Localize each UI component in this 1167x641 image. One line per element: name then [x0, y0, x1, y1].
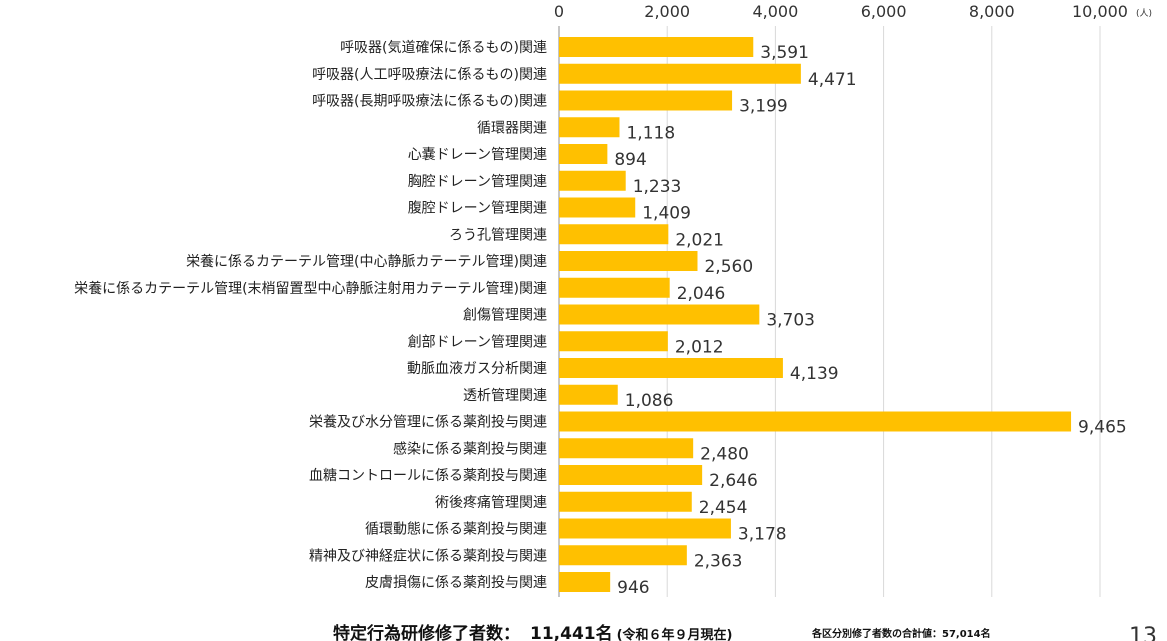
bar	[559, 170, 626, 191]
bar	[559, 411, 1072, 432]
category-label: 呼吸器(人工呼吸療法に係るもの)関連	[312, 66, 547, 83]
data-label: 3,178	[738, 525, 787, 545]
data-label: 1,233	[633, 177, 682, 197]
data-label: 1,409	[642, 204, 691, 224]
bar	[559, 331, 668, 352]
page-number: 13	[1129, 624, 1157, 641]
x-axis-unit: (人)	[1136, 8, 1152, 19]
bar	[559, 197, 636, 218]
data-label: 946	[617, 578, 649, 598]
data-label: 2,454	[699, 498, 748, 518]
category-label: 栄養及び水分管理に係る薬剤投与関連	[309, 414, 547, 431]
data-label: 3,591	[760, 43, 809, 63]
category-label: 呼吸器(気道確保に係るもの)関連	[340, 40, 547, 56]
data-label: 2,480	[700, 444, 749, 464]
category-label: 循環動態に係る薬剤投与関連	[365, 522, 547, 538]
category-label: 栄養に係るカテーテル管理(中心静脈カテーテル管理)関連	[186, 253, 547, 270]
category-label: 胸腔ドレーン管理関連	[408, 174, 547, 190]
category-label: ろう孔管理関連	[449, 227, 547, 243]
x-tick-label: 8,000	[969, 2, 1015, 21]
category-label: 術後疼痛管理関連	[435, 494, 547, 511]
bar	[559, 117, 620, 138]
category-label: 創部ドレーン管理関連	[408, 334, 547, 350]
category-label: 呼吸器(長期呼吸療法に係るもの)関連	[312, 93, 547, 110]
x-tick-label: 6,000	[861, 2, 907, 21]
data-label: 4,139	[790, 364, 839, 384]
data-label: 4,471	[808, 70, 857, 90]
category-label: 動脈血液ガス分析関連	[407, 361, 547, 377]
bar	[559, 63, 801, 84]
data-label: 894	[614, 150, 646, 170]
bar	[559, 277, 670, 298]
trainee-total-label: 特定行為研修修了者数：	[333, 624, 520, 641]
trainee-total-summary: 特定行為研修修了者数： 11,441名 (令和６年９月現在)	[333, 619, 733, 641]
data-label: 3,199	[739, 97, 788, 117]
bar	[559, 90, 733, 111]
bar	[559, 518, 731, 539]
data-label: 9,465	[1078, 418, 1127, 438]
x-tick-label: 0	[554, 2, 564, 21]
data-label: 2,363	[694, 551, 743, 571]
bar	[559, 545, 687, 566]
bar	[559, 465, 703, 485]
category-total-note: 各区分別修了者数の合計値：57,014名	[812, 629, 991, 640]
x-tick-label: 10,000	[1072, 2, 1128, 21]
data-label: 2,560	[704, 257, 753, 277]
data-label: 3,703	[766, 311, 815, 331]
bar	[559, 358, 783, 378]
bar	[559, 37, 754, 57]
bar	[559, 224, 669, 245]
category-label: 心嚢ドレーン管理関連	[408, 147, 547, 163]
category-label: 腹腔ドレーン管理関連	[408, 200, 547, 217]
category-label: 栄養に係るカテーテル管理(末梢留置型中心静脈注射用カテーテル管理)関連	[74, 280, 547, 297]
category-label: 精神及び神経症状に係る薬剤投与関連	[309, 548, 547, 564]
data-label: 2,012	[675, 337, 724, 357]
category-label: 循環器関連	[477, 120, 547, 136]
x-tick-label: 2,000	[644, 2, 690, 21]
data-label: 2,046	[677, 284, 726, 304]
category-label: 感染に係る薬剤投与関連	[393, 440, 547, 457]
data-label: 2,646	[709, 471, 758, 491]
data-label: 1,086	[625, 391, 674, 411]
bar	[559, 251, 698, 271]
x-tick-label: 4,000	[752, 2, 798, 21]
category-label: 皮膚損傷に係る薬剤投与関連	[365, 575, 547, 591]
trainee-total-value: 11,441名	[530, 624, 613, 641]
bar	[559, 144, 608, 164]
bar	[559, 304, 760, 325]
bar	[559, 572, 611, 592]
category-label: 透析管理関連	[463, 388, 547, 404]
bar	[559, 438, 694, 459]
bar-chart: 0 2,000 4,000 6,000 8,000 10,000 (人) 呼吸器(気道確保に係…	[74, 2, 1152, 598]
bar	[559, 491, 692, 512]
data-label: 1,118	[626, 123, 675, 143]
bar	[559, 384, 618, 405]
category-label: 創傷管理関連	[463, 308, 547, 324]
category-label: 血糖コントロールに係る薬剤投与関連	[309, 468, 547, 484]
data-label: 2,021	[675, 230, 724, 250]
trainee-total-note: (令和６年９月現在)	[616, 628, 733, 641]
